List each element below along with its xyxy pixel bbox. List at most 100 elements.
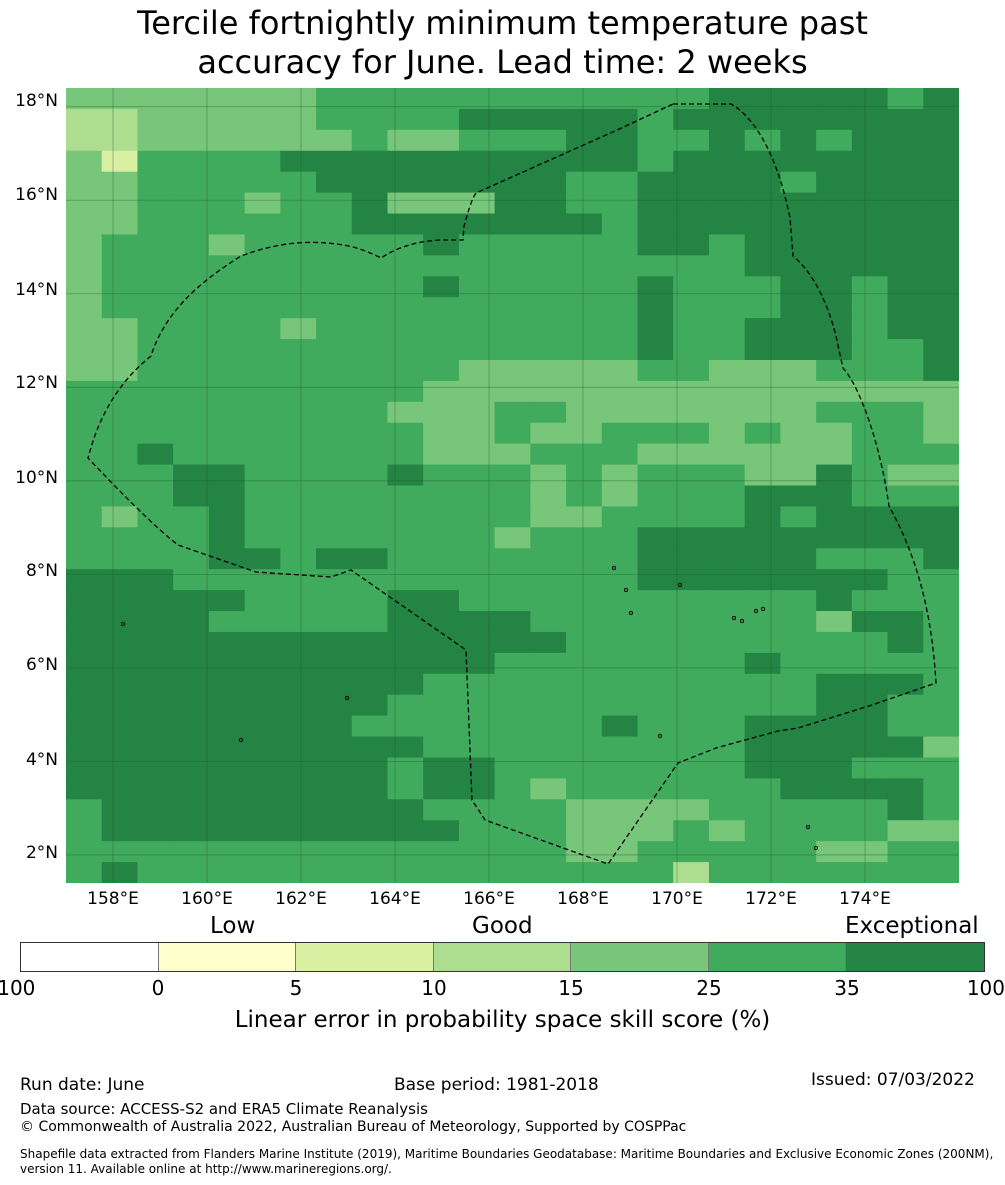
skill-cell (530, 401, 567, 424)
skill-cell (673, 506, 710, 528)
skill-cell (316, 88, 353, 110)
skill-cell (530, 443, 567, 466)
skill-cell (208, 297, 246, 319)
skill-cell (530, 255, 567, 277)
skill-cell (351, 276, 389, 298)
skill-cell (708, 590, 746, 612)
skill-cell (244, 318, 281, 340)
skill-cell (530, 757, 567, 779)
skill-cell (173, 150, 210, 173)
colorbar-tick: 100 (966, 976, 1005, 1000)
skill-cell (387, 673, 424, 696)
skill-cell (316, 171, 353, 194)
skill-cell (137, 150, 174, 173)
skill-cell (423, 318, 460, 340)
skill-cell (316, 192, 353, 215)
skill-cell (637, 715, 674, 738)
skill-cell (601, 485, 639, 508)
skill-cell (851, 820, 889, 842)
skill-cell (601, 108, 639, 131)
skill-cell (458, 694, 496, 717)
skill-cell (637, 422, 674, 445)
skill-cell (530, 736, 567, 759)
skill-cell (137, 255, 174, 277)
skill-cell (173, 569, 210, 591)
skill-cell (816, 339, 853, 361)
lat-label-14n: 14°N (15, 280, 58, 300)
skill-cell (137, 88, 174, 110)
skill-cell (887, 548, 924, 570)
skill-cell (744, 276, 781, 298)
skill-cell (316, 862, 353, 883)
skill-cell (530, 590, 567, 612)
skill-cell (494, 694, 531, 717)
skill-cell (316, 255, 353, 277)
skill-cell (923, 129, 959, 152)
skill-cell (173, 799, 210, 821)
skill-cell (816, 276, 853, 298)
skill-cell (173, 485, 210, 508)
skill-cell (423, 192, 460, 215)
skill-cell (66, 485, 103, 508)
skill-cell (566, 171, 603, 194)
skill-cell (208, 631, 246, 654)
skill-cell (101, 129, 139, 152)
skill-cell (887, 318, 924, 340)
skill-cell (66, 234, 103, 256)
skill-cell (530, 611, 567, 633)
skill-cell (744, 611, 781, 633)
skill-cell (708, 652, 746, 675)
skill-cell (458, 108, 496, 131)
skill-cell (101, 778, 139, 800)
skill-cell (208, 339, 246, 361)
skill-cell (530, 171, 567, 194)
colorbar-tick: 25 (696, 976, 722, 1000)
skill-cell (494, 631, 531, 654)
skill-cell (816, 715, 853, 738)
skill-cell (387, 234, 424, 256)
skill-cell (458, 715, 496, 738)
skill-cell (673, 652, 710, 675)
skill-cell (66, 506, 103, 528)
skill-cell (851, 318, 889, 340)
skill-cell (744, 192, 781, 215)
skill-cell (780, 192, 817, 215)
skill-cell (137, 234, 174, 256)
skill-cell (387, 862, 424, 883)
skill-cell (887, 652, 924, 675)
skill-cell (744, 359, 781, 382)
skill-cell (851, 255, 889, 277)
skill-cell (637, 150, 674, 173)
island-outline (739, 618, 745, 624)
skill-cell (673, 820, 710, 842)
skill-cell (208, 443, 246, 466)
skill-cell (816, 297, 853, 319)
skill-cell (351, 590, 389, 612)
skill-cell (530, 318, 567, 340)
skill-cell (173, 255, 210, 277)
skill-cell (851, 339, 889, 361)
skill-cell (530, 485, 567, 508)
skill-cell (244, 422, 281, 445)
skill-cell (208, 213, 246, 236)
skill-cell (780, 527, 817, 549)
skill-cell (316, 799, 353, 821)
skill-cell (173, 590, 210, 612)
lon-label-160e: 160°E (181, 889, 233, 909)
skill-cell (601, 401, 639, 424)
skill-cell (566, 694, 603, 717)
skill-cell (851, 359, 889, 382)
skill-cell (816, 611, 853, 633)
skill-cell (208, 548, 246, 570)
skill-cell (458, 88, 496, 110)
skill-cell (816, 841, 853, 863)
skill-cell (816, 548, 853, 570)
skill-cell (923, 171, 959, 194)
skill-cell (458, 820, 496, 842)
data-source: Data source: ACCESS-S2 and ERA5 Climate … (20, 1100, 428, 1118)
skill-cell (137, 841, 174, 863)
skill-cell (173, 297, 210, 319)
skill-cell (530, 129, 567, 152)
skill-cell (601, 129, 639, 152)
skill-cell (208, 485, 246, 508)
